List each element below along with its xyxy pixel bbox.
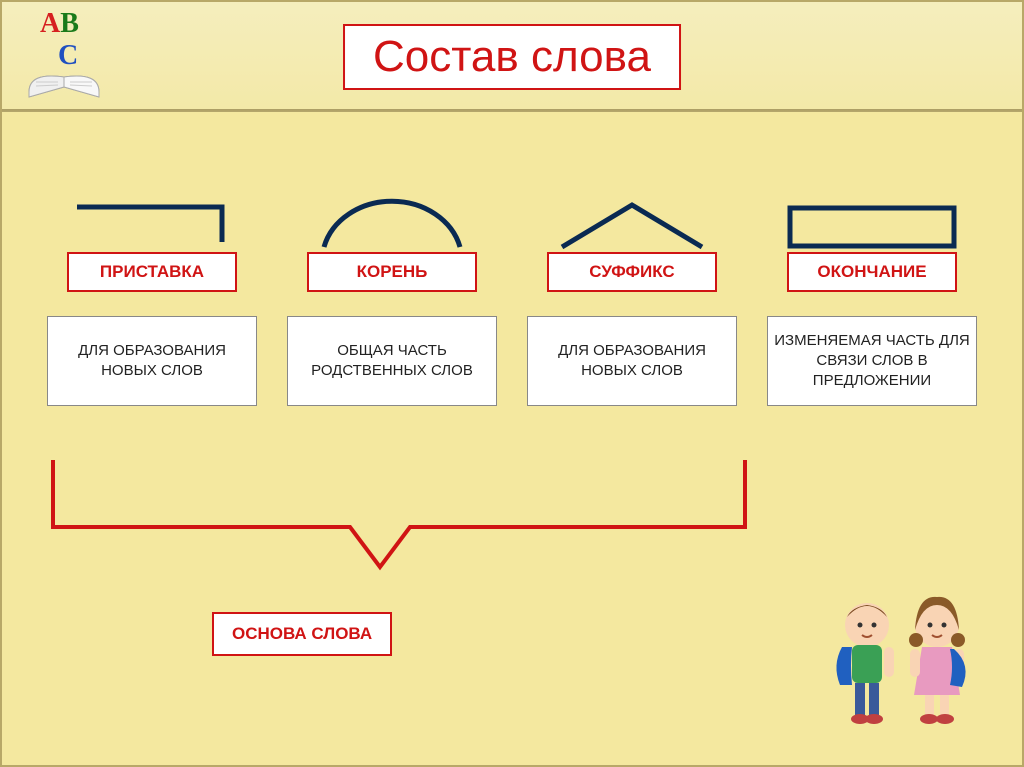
symbol-suffix (522, 182, 742, 252)
column-root: КОРЕНЬ ОБЩАЯ ЧАСТЬ РОДСТВЕННЫХ СЛОВ (282, 252, 502, 406)
column-suffix: СУФФИКС ДЛЯ ОБРАЗОВАНИЯ НОВЫХ СЛОВ (522, 252, 742, 406)
letter-b-icon: B (60, 8, 79, 39)
morpheme-desc-suffix: ДЛЯ ОБРАЗОВАНИЯ НОВЫХ СЛОВ (527, 316, 737, 406)
morpheme-desc-ending: ИЗМЕНЯЕМАЯ ЧАСТЬ ДЛЯ СВЯЗИ СЛОВ В ПРЕДЛО… (767, 316, 977, 406)
morpheme-name-ending: ОКОНЧАНИЕ (787, 252, 957, 292)
letter-a-icon: A (40, 8, 60, 39)
slide-title: Состав слова (343, 24, 681, 90)
children-illustration-icon (822, 585, 982, 735)
morpheme-name-suffix: СУФФИКС (547, 252, 717, 292)
base-label: ОСНОВА СЛОВА (212, 612, 392, 656)
header-area: ABC Состав слова (2, 2, 1022, 112)
columns: ПРИСТАВКА ДЛЯ ОБРАЗОВАНИЯ НОВЫХ СЛОВ КОР… (2, 252, 1022, 406)
symbol-ending (762, 182, 982, 252)
slide: ABC Состав слова (0, 0, 1024, 767)
symbol-root (282, 182, 502, 252)
symbol-row (2, 182, 1022, 252)
morpheme-name-prefix: ПРИСТАВКА (67, 252, 237, 292)
symbol-prefix (42, 182, 262, 252)
morpheme-desc-prefix: ДЛЯ ОБРАЗОВАНИЯ НОВЫХ СЛОВ (47, 316, 257, 406)
open-book-icon (24, 52, 104, 107)
morpheme-desc-root: ОБЩАЯ ЧАСТЬ РОДСТВЕННЫХ СЛОВ (287, 316, 497, 406)
column-ending: ОКОНЧАНИЕ ИЗМЕНЯЕМАЯ ЧАСТЬ ДЛЯ СВЯЗИ СЛО… (762, 252, 982, 406)
base-bracket-icon (50, 457, 748, 607)
column-prefix: ПРИСТАВКА ДЛЯ ОБРАЗОВАНИЯ НОВЫХ СЛОВ (42, 252, 262, 406)
main-area: ПРИСТАВКА ДЛЯ ОБРАЗОВАНИЯ НОВЫХ СЛОВ КОР… (2, 112, 1022, 765)
morpheme-name-root: КОРЕНЬ (307, 252, 477, 292)
